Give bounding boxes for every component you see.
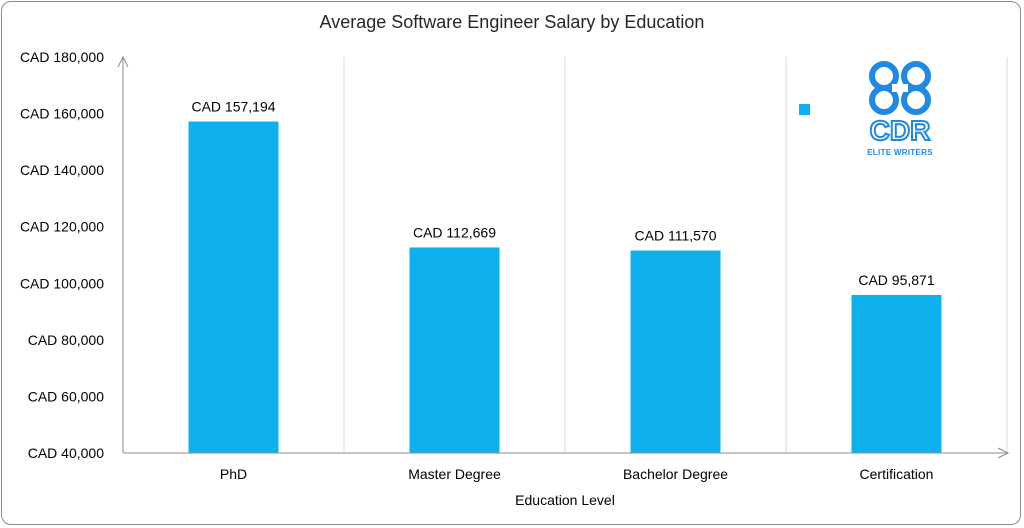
x-tick-label: Bachelor Degree: [623, 466, 728, 482]
cdr-logo: CDR ELITE WRITERS: [862, 58, 942, 158]
y-tick-label: CAD 140,000: [20, 162, 104, 178]
x-axis-title: Education Level: [515, 492, 615, 508]
y-tick-label: CAD 100,000: [20, 275, 104, 291]
x-tick-label: PhD: [220, 466, 247, 482]
axes: [117, 55, 1010, 459]
x-tick-label: Certification: [860, 466, 934, 482]
chart-title: Average Software Engineer Salary by Educ…: [319, 12, 705, 32]
bars: [188, 121, 942, 454]
data-label: CAD 95,871: [858, 272, 934, 288]
y-tick-label: CAD 160,000: [20, 106, 104, 122]
y-tick-label: CAD 80,000: [28, 332, 104, 348]
y-tick-label: CAD 40,000: [28, 445, 104, 461]
cdr-logo-icon: CDR: [869, 61, 931, 147]
data-label: CAD 111,570: [635, 228, 717, 244]
grid-lines: [343, 57, 1008, 453]
legend-marker: [799, 104, 810, 115]
labels: CAD 40,000 CAD 60,000 CAD 80,000 CAD 100,00…: [20, 49, 935, 508]
bar: [851, 294, 942, 453]
bar: [409, 247, 500, 453]
x-tick-label: Master Degree: [408, 466, 501, 482]
y-tick-label: CAD 60,000: [28, 388, 104, 404]
bar: [188, 121, 279, 454]
logo-subtitle: ELITE WRITERS: [867, 148, 933, 157]
logo-text: CDR: [870, 115, 931, 146]
bar: [630, 250, 721, 453]
y-axis-arrow: [117, 55, 129, 68]
data-label: CAD 157,194: [191, 99, 275, 115]
y-tick-label: CAD 180,000: [20, 49, 104, 65]
y-tick-label: CAD 120,000: [20, 219, 104, 235]
data-label: CAD 112,669: [413, 224, 496, 240]
x-axis-arrow: [997, 447, 1010, 459]
